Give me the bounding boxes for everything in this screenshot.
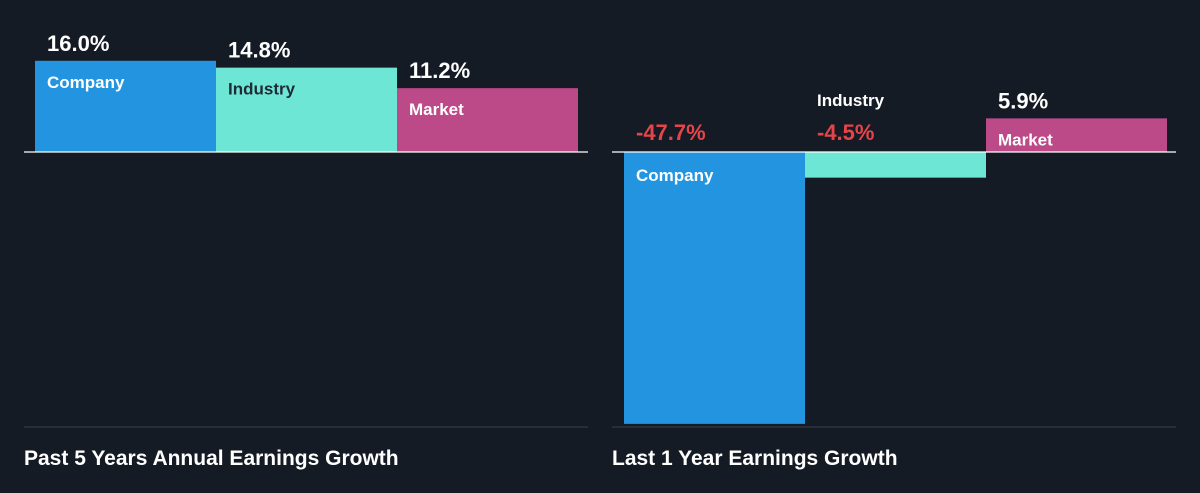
market-value-label: 5.9% bbox=[998, 88, 1048, 113]
market-value-label: 11.2% bbox=[409, 58, 470, 83]
company-value-label: 16.0% bbox=[47, 31, 109, 56]
industry-category-label: Industry bbox=[817, 91, 885, 110]
chart-title: Last 1 Year Earnings Growth bbox=[612, 447, 898, 470]
market-category-label: Market bbox=[998, 130, 1053, 149]
company-value-label: -47.7% bbox=[636, 120, 706, 145]
market-category-label: Market bbox=[409, 100, 464, 119]
company-bar bbox=[624, 152, 805, 424]
industry-value-label: -4.5% bbox=[817, 120, 874, 145]
industry-category-label: Industry bbox=[228, 80, 296, 99]
one-year-growth-panel: -47.7% Company -4.5% Industry 5.9% Market Last… bbox=[612, 88, 1176, 470]
market-bar bbox=[397, 88, 578, 152]
chart-title: Past 5 Years Annual Earnings Growth bbox=[24, 447, 399, 470]
company-bar bbox=[35, 60, 216, 152]
market-bar bbox=[986, 118, 1167, 152]
industry-bar bbox=[216, 67, 397, 152]
five-year-growth-panel: 16.0% Company 14.8% Industry 11.2% Market Past… bbox=[24, 31, 588, 470]
industry-value-label: 14.8% bbox=[228, 38, 290, 63]
company-category-label: Company bbox=[636, 166, 714, 185]
industry-bar bbox=[805, 152, 986, 178]
company-category-label: Company bbox=[47, 73, 125, 92]
